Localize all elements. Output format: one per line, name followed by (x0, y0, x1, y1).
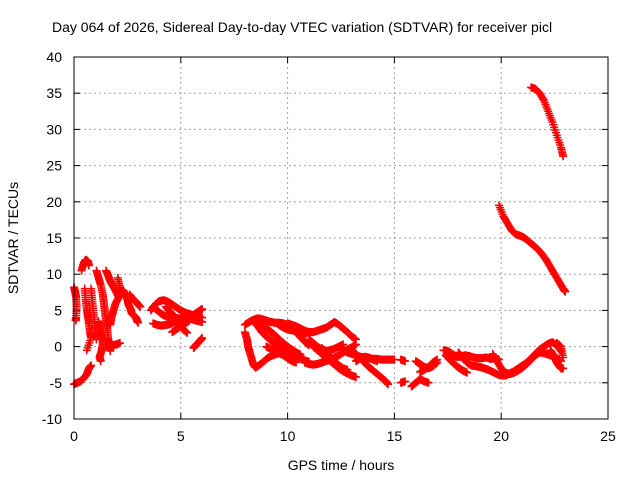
data-point (433, 355, 442, 364)
data-series-30 (317, 344, 352, 374)
y-axis-title: SDTVAR / TECUs (5, 182, 21, 294)
data-series-36 (407, 375, 433, 391)
data-series-46 (527, 83, 568, 161)
data-point (351, 340, 360, 349)
data-series (70, 83, 570, 391)
data-series-34 (396, 355, 410, 366)
data-point (134, 318, 143, 327)
y-tick-label: 40 (46, 49, 62, 65)
data-point (296, 350, 305, 359)
data-point (183, 328, 192, 337)
y-tick-label: 5 (54, 302, 62, 318)
y-tick-label: 30 (46, 121, 62, 137)
x-axis-title: GPS time / hours (288, 457, 395, 473)
x-tick-label: 10 (280, 428, 296, 444)
data-point (343, 365, 352, 374)
data-point (87, 361, 96, 370)
data-series-44 (552, 338, 568, 362)
data-point (401, 357, 410, 366)
chart-title: Day 064 of 2026, Sidereal Day-to-day VTE… (52, 19, 552, 35)
data-series-38 (416, 355, 442, 376)
data-series-35 (396, 377, 410, 387)
data-series-45 (495, 201, 570, 296)
data-series-2 (70, 283, 81, 325)
data-point (373, 357, 382, 366)
data-series-26 (283, 317, 360, 344)
data-series-17 (168, 316, 194, 337)
data-point (401, 377, 410, 386)
y-tick-label: 35 (46, 85, 62, 101)
data-point (82, 346, 91, 355)
x-tick-label: 0 (70, 428, 78, 444)
data-point (561, 287, 570, 296)
data-point (559, 364, 568, 373)
data-point (198, 304, 207, 313)
data-series-32 (347, 346, 392, 389)
data-point (198, 317, 207, 326)
data-series-9 (104, 338, 124, 351)
data-series-43 (546, 346, 568, 373)
data-point (185, 316, 194, 325)
data-point (198, 333, 207, 342)
data-point (351, 373, 360, 382)
data-point (463, 368, 472, 377)
y-tick-label: 0 (54, 339, 62, 355)
data-series-23 (253, 315, 305, 359)
data-series-3 (77, 255, 93, 275)
data-series-42 (488, 348, 566, 379)
data-point (106, 320, 115, 329)
x-tick-label: 15 (387, 428, 403, 444)
data-point (559, 152, 568, 161)
y-tick-label: 15 (46, 230, 62, 246)
data-point (96, 357, 105, 366)
y-tick-label: 25 (46, 158, 62, 174)
data-point (559, 353, 568, 362)
data-series-33 (351, 352, 382, 366)
y-tick-label: -5 (50, 375, 63, 391)
data-point (383, 380, 392, 389)
data-point (71, 316, 80, 325)
x-tick-label: 25 (600, 428, 616, 444)
y-tick-label: 10 (46, 266, 62, 282)
axis-ticks: 0 5 10 15 20 25 -10 -5 0 5 10 15 20 25 30 35 40 (42, 49, 616, 444)
data-series-27 (300, 340, 360, 369)
data-point (136, 302, 145, 311)
data-series-18 (189, 333, 207, 353)
data-point (292, 358, 301, 367)
data-series-12 (125, 290, 145, 311)
data-point (539, 94, 548, 103)
x-tick-label: 20 (493, 428, 509, 444)
y-tick-label: -10 (42, 411, 62, 427)
data-series-1 (70, 361, 96, 389)
y-tick-label: 20 (46, 194, 62, 210)
data-point (84, 261, 93, 270)
grid (74, 57, 608, 419)
data-point (424, 378, 433, 387)
data-series-24 (262, 342, 301, 367)
data-point (115, 338, 124, 347)
x-tick-label: 5 (177, 428, 185, 444)
data-series-39 (441, 351, 472, 377)
plot-frame (73, 56, 609, 420)
